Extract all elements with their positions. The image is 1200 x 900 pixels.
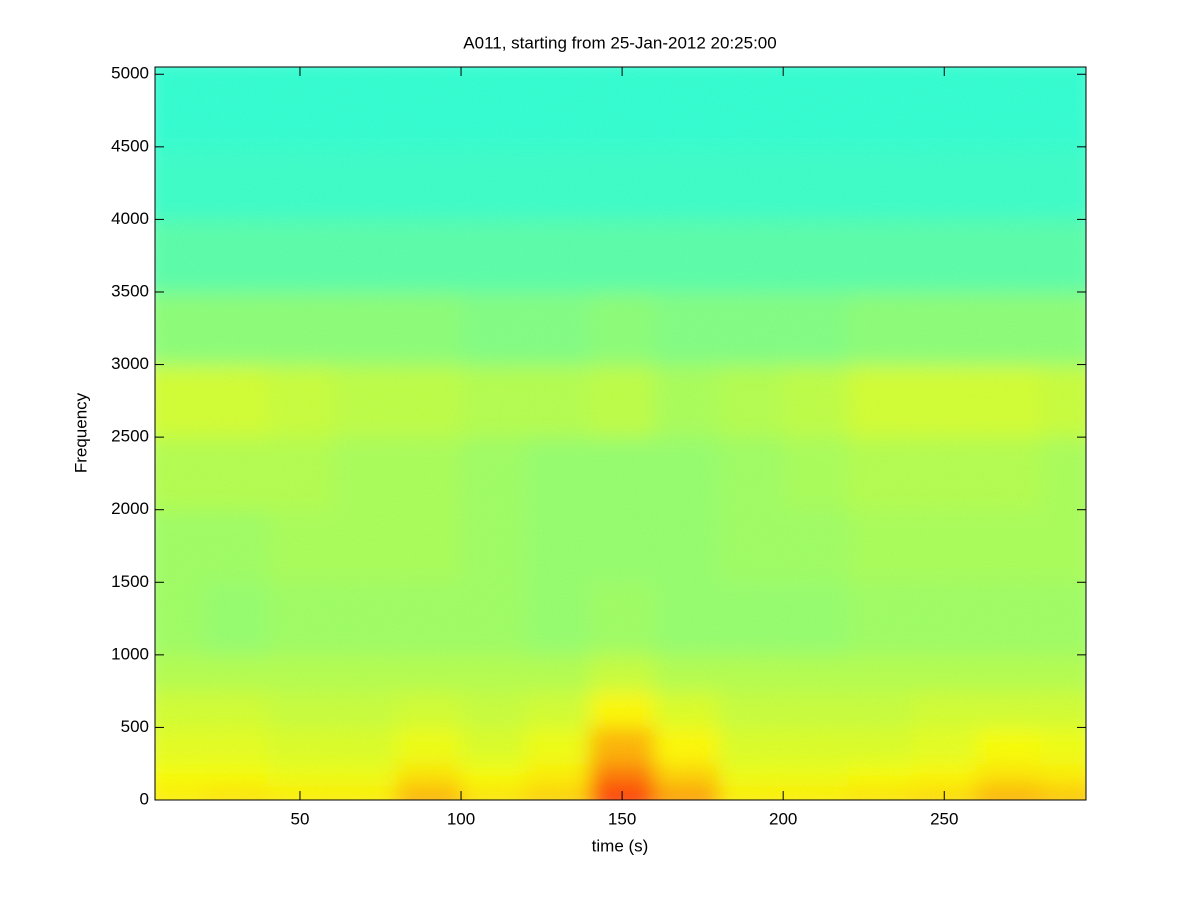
y-tick-label: 4500 [111, 136, 149, 155]
x-tick-label: 50 [291, 809, 310, 828]
x-tick-label: 150 [608, 809, 636, 828]
y-tick-label: 2000 [111, 499, 149, 518]
y-tick-label: 1000 [111, 644, 149, 663]
y-tick-label: 2500 [111, 427, 149, 446]
y-tick-label: 5000 [111, 64, 149, 83]
y-tick-label: 0 [140, 789, 149, 808]
x-axis-label: time (s) [592, 836, 649, 855]
y-axis-label: Frequency [71, 392, 90, 473]
plot-frame [154, 66, 1087, 801]
axes: 50 100 150 200 25005001000150020002500300035… [111, 64, 1086, 828]
chart-title: A011, starting from 25-Jan-2012 20:25:00 [463, 33, 776, 52]
x-tick-label: 250 [930, 809, 958, 828]
texture [155, 67, 1086, 800]
y-tick-label: 1500 [111, 572, 149, 591]
x-tick-label: 200 [769, 809, 797, 828]
y-tick-label: 4000 [111, 209, 149, 228]
y-tick-label: 500 [121, 717, 149, 736]
y-tick-label: 3000 [111, 354, 149, 373]
x-tick-label: 100 [447, 809, 475, 828]
y-tick-label: 3500 [111, 281, 149, 300]
